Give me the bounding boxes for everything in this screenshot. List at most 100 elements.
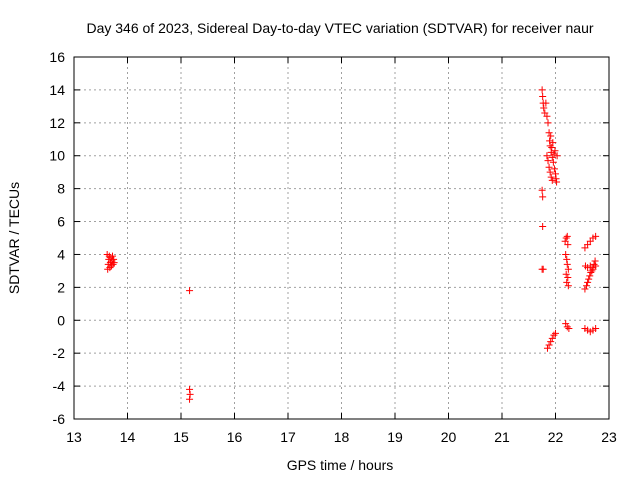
y-tick-labels: -6 -4 -2 0 2 4 6 8 10 12 14 16: [49, 49, 65, 427]
x-tick-label: 21: [494, 429, 510, 445]
data-point-plus: [591, 257, 599, 265]
data-point-plus: [548, 153, 556, 161]
data-point-plus: [539, 265, 547, 273]
data-point-plus: [546, 168, 554, 176]
data-point-plus: [562, 270, 570, 278]
data-point-plus: [592, 232, 600, 240]
data-point-plus: [563, 278, 571, 286]
data-point-plus: [551, 147, 559, 155]
data-point-plus: [585, 275, 593, 283]
data-point-plus: [563, 232, 571, 240]
data-point-plus: [552, 329, 559, 337]
data-point-plus: [109, 252, 117, 260]
data-point-plus: [592, 325, 600, 332]
x-axis-label: GPS time / hours: [287, 457, 394, 473]
data-point-plus: [588, 267, 596, 275]
data-point-plus: [544, 119, 552, 127]
data-point-plus: [583, 282, 591, 290]
data-point-plus: [552, 175, 560, 183]
data-point-plus: [550, 331, 558, 339]
data-point-plus: [546, 137, 554, 145]
x-tick-label: 16: [227, 429, 243, 445]
data-point-plus: [540, 104, 548, 112]
data-point-plus: [186, 390, 194, 398]
x-tick-label: 13: [66, 429, 82, 445]
data-point-plus: [562, 234, 570, 242]
y-tick-label: -4: [53, 378, 66, 394]
data-point-plus: [563, 255, 571, 263]
data-point-plus: [545, 163, 553, 171]
y-tick-label: 12: [49, 115, 65, 131]
data-points: [103, 86, 600, 403]
data-point-plus: [564, 265, 572, 273]
x-tick-label: 17: [280, 429, 296, 445]
y-tick-label: 8: [57, 181, 65, 197]
grid-lines: [74, 57, 609, 419]
data-point-plus: [564, 282, 572, 290]
data-point-plus: [186, 287, 194, 295]
data-point-plus: [110, 255, 118, 263]
data-point-plus: [550, 150, 558, 158]
y-tick-label: 10: [49, 148, 65, 164]
x-tick-label: 18: [334, 429, 350, 445]
data-point-plus: [548, 334, 556, 342]
y-tick-label: 6: [57, 214, 65, 230]
data-point-plus: [550, 165, 558, 173]
data-point-plus: [586, 272, 594, 280]
y-tick-label: 0: [57, 312, 65, 328]
data-point-plus: [553, 152, 561, 160]
x-tick-label: 23: [601, 429, 617, 445]
data-point-plus: [542, 99, 550, 107]
data-point-plus: [552, 170, 559, 178]
data-point-plus: [109, 260, 117, 268]
data-point-plus: [547, 173, 555, 181]
data-point-plus: [110, 259, 118, 267]
data-point-plus: [553, 178, 561, 186]
x-tick-label: 22: [548, 429, 564, 445]
data-point-plus: [539, 222, 547, 230]
data-point-plus: [565, 325, 573, 332]
y-tick-label: -6: [53, 411, 66, 427]
data-point-plus: [186, 395, 194, 403]
y-tick-label: 14: [49, 82, 65, 98]
data-point-plus: [562, 320, 570, 328]
axis-ticks: [73, 56, 610, 420]
data-point-plus: [543, 344, 551, 352]
chart-title: Day 346 of 2023, Sidereal Day-to-day VTE…: [86, 20, 593, 36]
data-point-plus: [562, 250, 570, 258]
data-point-plus: [538, 186, 546, 194]
data-point-plus: [564, 241, 572, 249]
data-point-plus: [548, 144, 556, 151]
data-point-plus: [589, 265, 597, 273]
data-point-plus: [549, 139, 557, 147]
data-point-plus: [590, 260, 598, 268]
y-tick-label: 2: [57, 279, 65, 295]
data-point-plus: [547, 132, 555, 140]
data-point-plus: [545, 129, 553, 137]
data-point-plus: [539, 92, 547, 100]
x-tick-labels: 13 14 15 16 17 18 19 20 21 22 23: [66, 429, 617, 445]
data-point-plus: [563, 260, 571, 268]
y-tick-label: 16: [49, 49, 65, 65]
data-point-plus: [106, 264, 114, 272]
data-point-plus: [543, 152, 551, 160]
data-point-plus: [563, 323, 571, 331]
data-point-plus: [186, 385, 194, 393]
data-point-plus: [564, 273, 572, 281]
data-point-plus: [538, 86, 546, 94]
data-point-plus: [543, 112, 551, 120]
y-tick-label: -2: [53, 345, 66, 361]
data-point-plus: [539, 193, 547, 201]
x-tick-label: 15: [173, 429, 189, 445]
data-point-plus: [581, 285, 589, 293]
x-tick-label: 14: [120, 429, 136, 445]
x-tick-label: 20: [441, 429, 457, 445]
data-point-plus: [584, 278, 592, 286]
y-tick-label: 4: [57, 246, 65, 262]
data-point-plus: [544, 157, 552, 165]
x-tick-label: 19: [387, 429, 403, 445]
data-point-plus: [545, 341, 553, 349]
y-axis-label: SDTVAR / TECUs: [6, 182, 22, 294]
